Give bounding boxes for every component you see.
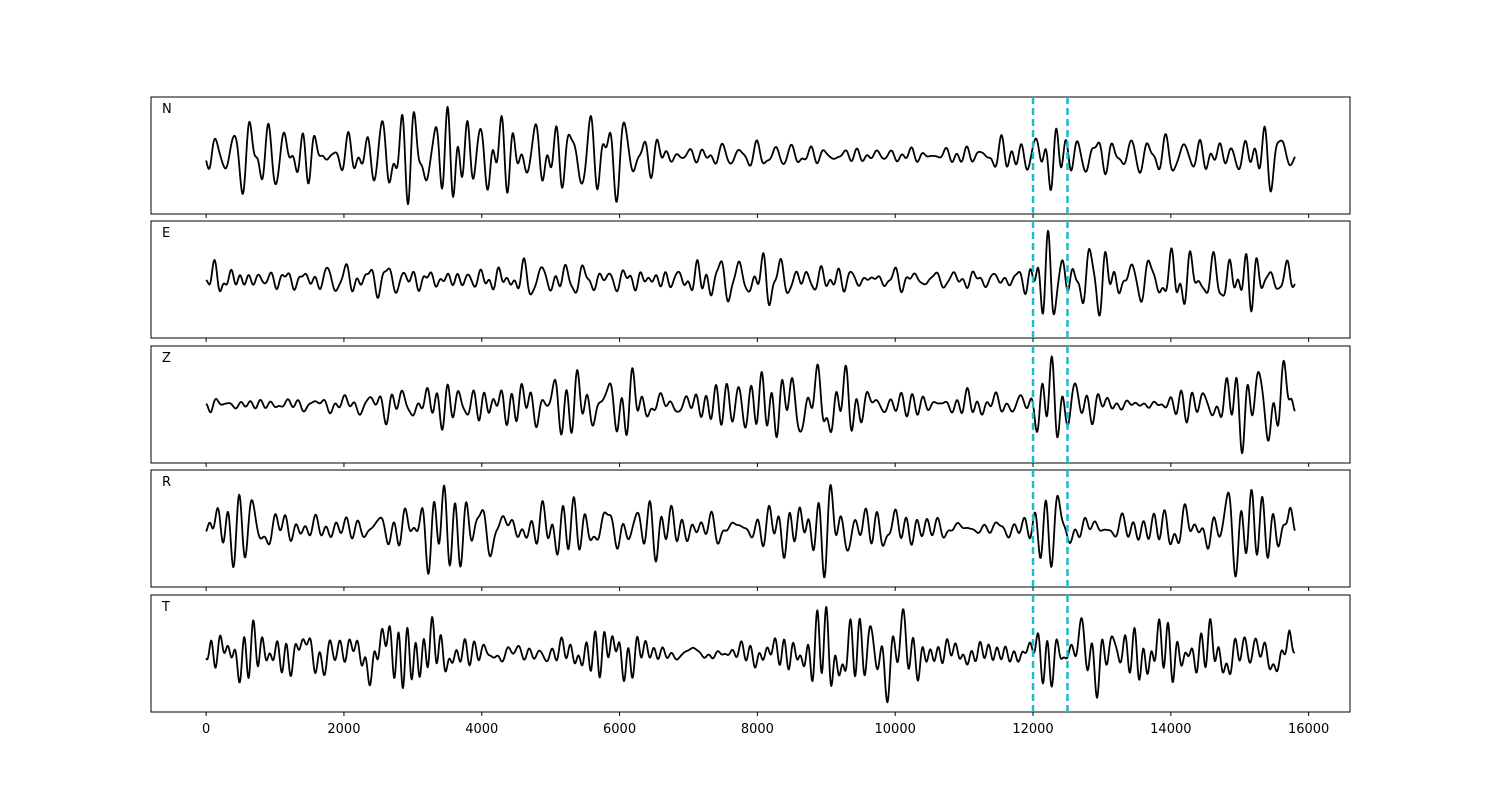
- channel-label-z: Z: [162, 351, 171, 366]
- trace-line-n: [205, 105, 1296, 206]
- trace-line-e: [205, 229, 1296, 317]
- x-tick-label: 6000: [603, 722, 636, 737]
- x-tick-label: 8000: [741, 722, 774, 737]
- panel-z: Z: [150, 345, 1351, 467]
- panel-frame: [150, 345, 1351, 464]
- x-tick-label: 10000: [875, 722, 916, 737]
- channel-label-t: T: [161, 600, 170, 615]
- channel-label-r: R: [162, 475, 171, 490]
- panel-frame: [150, 96, 1351, 215]
- panel-n: N: [150, 96, 1351, 218]
- panel-t: T: [150, 594, 1351, 716]
- channel-label-n: N: [162, 102, 172, 117]
- panel-r: R: [150, 469, 1351, 591]
- panel-frame: [150, 469, 1351, 588]
- x-tick-label: 16000: [1288, 722, 1329, 737]
- panel-frame: [150, 220, 1351, 339]
- x-tick-label: 12000: [1012, 722, 1053, 737]
- trace-line-r: [205, 484, 1296, 579]
- x-tick-label: 0: [202, 722, 210, 737]
- x-tick-label: 4000: [465, 722, 498, 737]
- trace-line-z: [205, 355, 1296, 455]
- panel-e: E: [150, 220, 1351, 342]
- x-tick-label: 2000: [327, 722, 360, 737]
- channel-label-e: E: [162, 226, 170, 241]
- trace-line-t: [205, 605, 1296, 704]
- x-tick-label: 14000: [1150, 722, 1191, 737]
